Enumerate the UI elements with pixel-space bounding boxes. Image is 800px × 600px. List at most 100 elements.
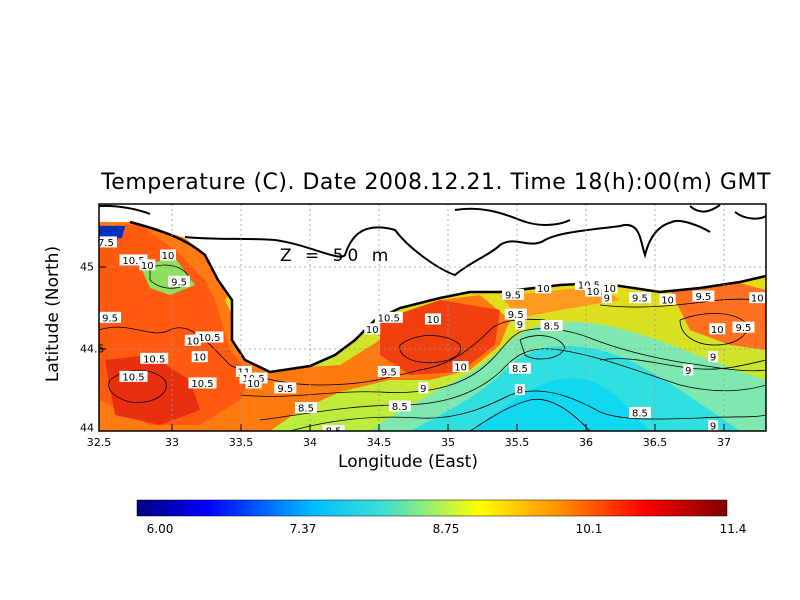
contour-label: 10	[193, 353, 206, 364]
contour-label: 8.5	[326, 427, 342, 438]
contour-label-bg	[99, 236, 117, 248]
contour-label-bg	[188, 377, 217, 389]
contour-label: 8	[517, 386, 523, 397]
colorbar-tick: 6.00	[146, 522, 174, 536]
contour-label-bg	[184, 334, 201, 346]
contour-label-bg	[709, 323, 726, 335]
contour-label: 9	[710, 422, 716, 433]
contour-label-bg	[322, 425, 345, 431]
contour-label: 9.5	[632, 294, 648, 305]
colorbar	[136, 499, 728, 517]
northern-coastline	[99, 204, 766, 226]
contour-label-bg	[601, 292, 612, 304]
contour-label: 8.5	[512, 364, 528, 375]
plot-frame	[98, 203, 767, 432]
contour-label-bg	[628, 406, 651, 418]
contour-label-bg	[508, 362, 531, 374]
contour-label: 9	[420, 384, 426, 395]
contour-label: 10	[366, 325, 379, 336]
contour-label: 9.5	[277, 384, 293, 395]
depth-label: Z = 50 m	[280, 246, 393, 266]
contour-label-bg	[119, 254, 148, 266]
contour-label-bg	[535, 282, 552, 294]
contour-labels-layer: 7.510.510109.59.510.51010.51010.510.5111…	[99, 236, 766, 438]
contour-label: 8.5	[544, 322, 560, 333]
x-tick: 37	[717, 436, 731, 449]
contour-label: 10	[454, 363, 467, 374]
contour-label: 10	[603, 284, 616, 295]
contour-label: 10.5	[191, 379, 213, 390]
contour-label-bg	[139, 259, 156, 271]
y-tick: 44	[80, 421, 94, 435]
axis-ticks	[99, 266, 725, 431]
contour-label: 9	[517, 320, 523, 331]
contour-8	[469, 398, 591, 431]
contour-lines	[99, 264, 766, 431]
contour-label-bg	[418, 382, 429, 394]
contour-label-bg	[377, 365, 400, 377]
contour-label-bg	[235, 365, 252, 377]
contour-label-bg	[540, 320, 563, 332]
map-title: Temperature (C). Date 2008.12.21. Time 1…	[101, 170, 771, 195]
contour-eddy-central	[399, 335, 461, 364]
contour-label-bg	[364, 323, 381, 335]
contour-label-bg	[708, 420, 719, 431]
field-layer: 7.510.510109.59.510.51010.51010.510.5111…	[99, 204, 766, 438]
x-axis-label: Longitude (East)	[338, 452, 478, 472]
contour-9-5	[239, 328, 766, 397]
contour-label-bg	[659, 293, 676, 305]
contour-label: 9	[604, 294, 610, 305]
contour-label: 8.5	[392, 402, 408, 413]
contour-label: 9	[710, 353, 716, 364]
contour-label: 8.5	[298, 404, 314, 415]
contour-eddy-cold	[519, 335, 566, 360]
contour-label: 9.5	[381, 367, 397, 378]
contour-label: 9.5	[505, 290, 521, 301]
x-tick: 34	[303, 436, 317, 449]
contour-label: 9.5	[102, 313, 118, 324]
contour-label-bg	[683, 364, 694, 376]
contour-label-bg	[140, 352, 169, 364]
azov-sea-coastline	[184, 220, 711, 277]
contour-label: 9.5	[736, 323, 752, 334]
contour-label: 10.5	[378, 313, 400, 324]
contour-label: 10	[751, 294, 764, 305]
contour-label-bg	[160, 249, 176, 261]
contour-label: 10	[186, 336, 199, 347]
contour-label: 10	[587, 287, 600, 298]
contour-label-bg	[295, 402, 317, 414]
land-mass	[99, 204, 766, 372]
x-tick: 32.5	[86, 436, 112, 449]
contour-label: 10	[247, 379, 260, 390]
contour-label-bg	[585, 285, 602, 297]
colorbar-tick: 8.75	[432, 522, 460, 536]
contour-label-bg	[119, 370, 148, 382]
contour-label-bg	[504, 308, 527, 320]
y-axis-label: Latitude (North)	[43, 245, 63, 383]
contour-label-bg	[749, 292, 766, 304]
contour-label-bg	[374, 311, 403, 323]
contour-label-bg	[452, 361, 469, 373]
contour-label: 10.5	[143, 354, 165, 365]
colorbar-tick: 11.4	[719, 522, 747, 536]
grid-lines	[99, 204, 766, 431]
contour-label: 8.5	[632, 408, 648, 419]
contour-label-bg	[274, 382, 297, 394]
contour-label: 10	[537, 284, 550, 295]
contour-8-5	[289, 390, 766, 431]
x-tick: 33	[165, 436, 179, 449]
contour-label: 10	[661, 295, 674, 306]
contour-label-bg	[388, 400, 411, 412]
contour-label-bg	[191, 351, 208, 363]
contour-label: 10	[711, 325, 724, 336]
contour-label: 9.5	[508, 310, 524, 321]
contour-label: 9.5	[695, 292, 711, 303]
contour-10	[99, 318, 546, 386]
contour-label: 10.5	[198, 333, 220, 344]
y-tick: 45	[80, 260, 94, 274]
contour-label-bg	[168, 275, 191, 287]
x-tick: 33.5	[228, 436, 254, 449]
contour-label-bg	[514, 318, 525, 330]
coldest-core	[470, 378, 650, 431]
